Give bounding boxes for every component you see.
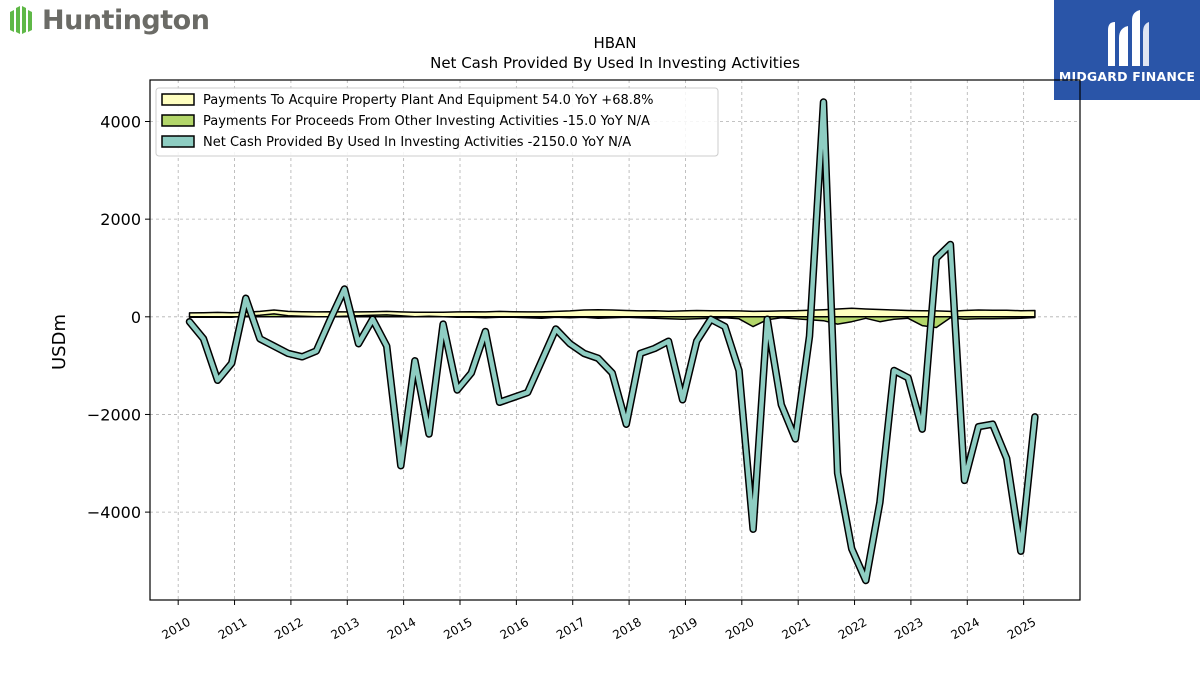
legend-swatch-1 xyxy=(161,114,195,127)
series-layer xyxy=(185,98,1039,585)
y-tick-label: 0 xyxy=(131,308,141,327)
legend-box xyxy=(155,87,719,157)
x-tick-label: 2025 xyxy=(1005,615,1038,642)
x-tick-label: 2018 xyxy=(610,615,643,642)
huntington-logo: Huntington xyxy=(6,4,210,36)
x-tick-label: 2016 xyxy=(498,615,531,642)
midgard-m-icon xyxy=(1108,10,1149,66)
x-tick-label: 2010 xyxy=(159,615,192,642)
legend: Payments To Acquire Property Plant And E… xyxy=(155,87,719,157)
huntington-leaf-icon xyxy=(10,6,32,34)
series-band-0 xyxy=(188,307,1036,318)
chart-title: HBAN xyxy=(593,34,636,52)
legend-label-2: Net Cash Provided By Used In Investing A… xyxy=(203,135,631,150)
y-tick-label: −2000 xyxy=(87,405,141,424)
y-tick-label: 2000 xyxy=(100,210,141,229)
x-tick-label: 2013 xyxy=(329,615,362,642)
y-tick-label: −4000 xyxy=(87,503,141,522)
legend-swatch-0 xyxy=(161,93,195,106)
watermark-text: MIDGARD FINANCE xyxy=(1058,69,1196,84)
x-tick-label: 2012 xyxy=(272,615,305,642)
chart-subtitle: Net Cash Provided By Used In Investing A… xyxy=(430,54,800,72)
legend-label-1: Payments For Proceeds From Other Investi… xyxy=(203,114,650,129)
x-tick-label: 2021 xyxy=(779,615,812,642)
legend-label-0: Payments To Acquire Property Plant And E… xyxy=(203,93,654,108)
series-line-outline xyxy=(185,98,1039,585)
x-tick-label: 2023 xyxy=(892,615,925,642)
x-tick-label: 2019 xyxy=(667,615,700,642)
midgard-finance-watermark: MIDGARD FINANCE xyxy=(1054,0,1200,100)
series-band-1 xyxy=(188,313,1036,329)
brand-name: Huntington xyxy=(42,4,210,36)
y-tick-label: 4000 xyxy=(100,113,141,132)
plot-frame xyxy=(149,79,1081,601)
series-line-net-cash xyxy=(187,99,1038,583)
grid xyxy=(150,80,1080,600)
x-tick-label: 2017 xyxy=(554,615,587,642)
y-axis-label: USDm xyxy=(49,314,70,370)
x-tick-label: 2011 xyxy=(216,615,249,642)
legend-swatch-2 xyxy=(161,135,195,148)
x-tick-label: 2020 xyxy=(723,615,756,642)
x-tick-label: 2024 xyxy=(949,615,982,642)
x-tick-label: 2022 xyxy=(836,615,869,642)
x-tick-label: 2014 xyxy=(385,615,418,642)
x-tick-label: 2015 xyxy=(441,615,474,642)
